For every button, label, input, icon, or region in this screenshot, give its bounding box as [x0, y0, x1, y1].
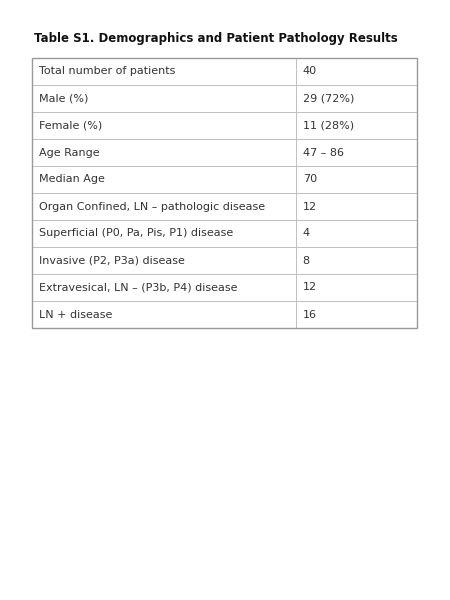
Bar	[32, 58, 296, 85]
Bar	[32, 274, 296, 301]
Text: 47 – 86: 47 – 86	[303, 148, 344, 157]
Text: 8: 8	[303, 256, 310, 265]
Text: Age Range: Age Range	[39, 148, 99, 157]
Bar	[32, 220, 296, 247]
Bar	[296, 274, 417, 301]
Text: Total number of patients: Total number of patients	[39, 67, 176, 76]
Bar	[32, 301, 296, 328]
Text: LN + disease: LN + disease	[39, 310, 112, 319]
Bar	[296, 220, 417, 247]
Text: 16: 16	[303, 310, 317, 319]
Bar	[32, 166, 296, 193]
Text: 11 (28%): 11 (28%)	[303, 121, 354, 130]
Bar	[296, 193, 417, 220]
Bar	[32, 139, 296, 166]
Text: 29 (72%): 29 (72%)	[303, 94, 354, 103]
Bar	[296, 247, 417, 274]
Bar	[296, 58, 417, 85]
Bar	[32, 247, 296, 274]
Text: Female (%): Female (%)	[39, 121, 102, 130]
Text: Invasive (P2, P3a) disease: Invasive (P2, P3a) disease	[39, 256, 185, 265]
Text: Organ Confined, LN – pathologic disease: Organ Confined, LN – pathologic disease	[39, 202, 265, 211]
Text: Superficial (P0, Pa, Pis, P1) disease: Superficial (P0, Pa, Pis, P1) disease	[39, 229, 233, 238]
Text: Table S1. Demographics and Patient Pathology Results: Table S1. Demographics and Patient Patho…	[34, 32, 398, 45]
Text: 4: 4	[303, 229, 310, 238]
Text: 40: 40	[303, 67, 317, 76]
Text: Male (%): Male (%)	[39, 94, 88, 103]
Bar	[296, 85, 417, 112]
Bar	[32, 58, 417, 328]
Text: Median Age: Median Age	[39, 175, 105, 185]
Text: 70: 70	[303, 175, 317, 185]
Bar	[32, 112, 296, 139]
Text: Extravesical, LN – (P3b, P4) disease: Extravesical, LN – (P3b, P4) disease	[39, 283, 238, 292]
Bar	[296, 139, 417, 166]
Bar	[296, 166, 417, 193]
Text: 12: 12	[303, 283, 317, 292]
Bar	[32, 193, 296, 220]
Bar	[296, 301, 417, 328]
Bar	[296, 112, 417, 139]
Text: 12: 12	[303, 202, 317, 211]
Bar	[32, 85, 296, 112]
